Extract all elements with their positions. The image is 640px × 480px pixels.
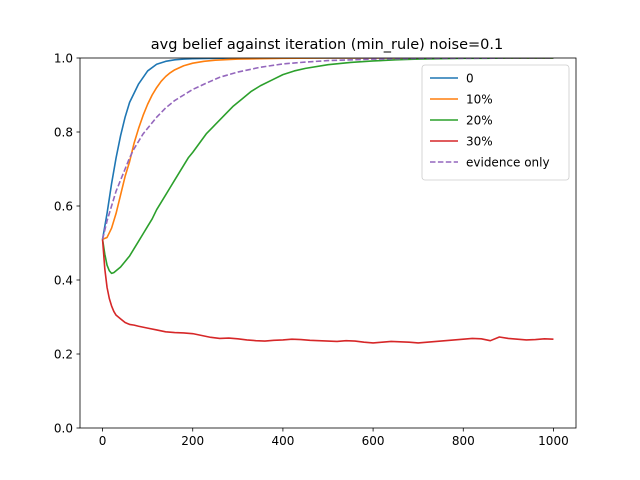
y-tick-label: 0.8: [54, 125, 73, 139]
legend-label: 10%: [466, 92, 493, 106]
axes: 0 200 400 600 800 1000 0.0 0.2 0.4 0.6 0.8 1.0: [54, 51, 577, 448]
legend: 0 10% 20% 30% evidence only: [421, 64, 570, 181]
x-tick-label: 1000: [538, 434, 569, 448]
legend-label: evidence only: [466, 155, 550, 169]
chart-title: avg belief against iteration (min_rule) …: [151, 37, 503, 53]
y-tick-label: 0.6: [54, 199, 73, 213]
x-tick-label: 600: [362, 434, 385, 448]
series-line-3: [101, 239, 554, 344]
x-tick-label: 200: [181, 434, 204, 448]
legend-label: 20%: [466, 113, 493, 127]
y-tick-label: 1.0: [54, 51, 73, 65]
x-tick-label: 800: [452, 434, 475, 448]
x-tick-label: 400: [271, 434, 294, 448]
legend-label: 0: [466, 71, 474, 85]
plot-frame: [79, 57, 577, 429]
y-tick-label: 0.0: [54, 421, 73, 435]
series-layer: [101, 58, 554, 344]
series-line-2: [101, 58, 554, 275]
series-line-0: [101, 58, 554, 240]
legend-box: [421, 64, 570, 181]
x-tick-label: 0: [99, 434, 107, 448]
series-line-4: [101, 58, 554, 240]
series-line-1: [102, 58, 554, 241]
y-tick-label: 0.2: [54, 347, 73, 361]
y-tick-label: 0.4: [54, 273, 73, 287]
legend-label: 30%: [466, 134, 493, 148]
